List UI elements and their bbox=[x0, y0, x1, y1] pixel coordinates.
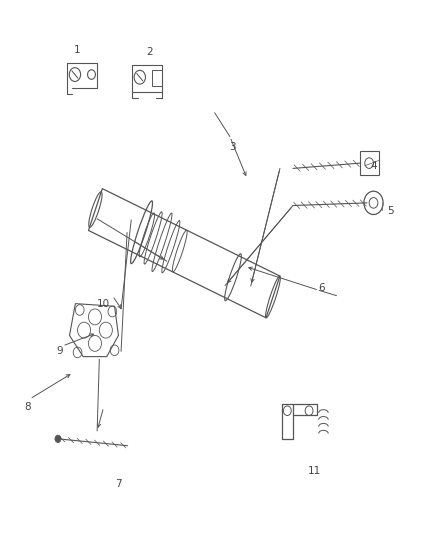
Text: 1: 1 bbox=[74, 45, 81, 55]
Text: 4: 4 bbox=[370, 161, 377, 171]
Text: 7: 7 bbox=[116, 479, 122, 489]
Text: 5: 5 bbox=[388, 206, 394, 216]
Text: 11: 11 bbox=[308, 466, 321, 475]
Text: 2: 2 bbox=[146, 47, 153, 56]
Text: 10: 10 bbox=[97, 298, 110, 309]
Text: 9: 9 bbox=[57, 346, 64, 357]
Text: 8: 8 bbox=[24, 402, 31, 412]
Text: 3: 3 bbox=[229, 142, 235, 152]
Circle shape bbox=[55, 435, 61, 442]
Text: 6: 6 bbox=[318, 282, 325, 293]
